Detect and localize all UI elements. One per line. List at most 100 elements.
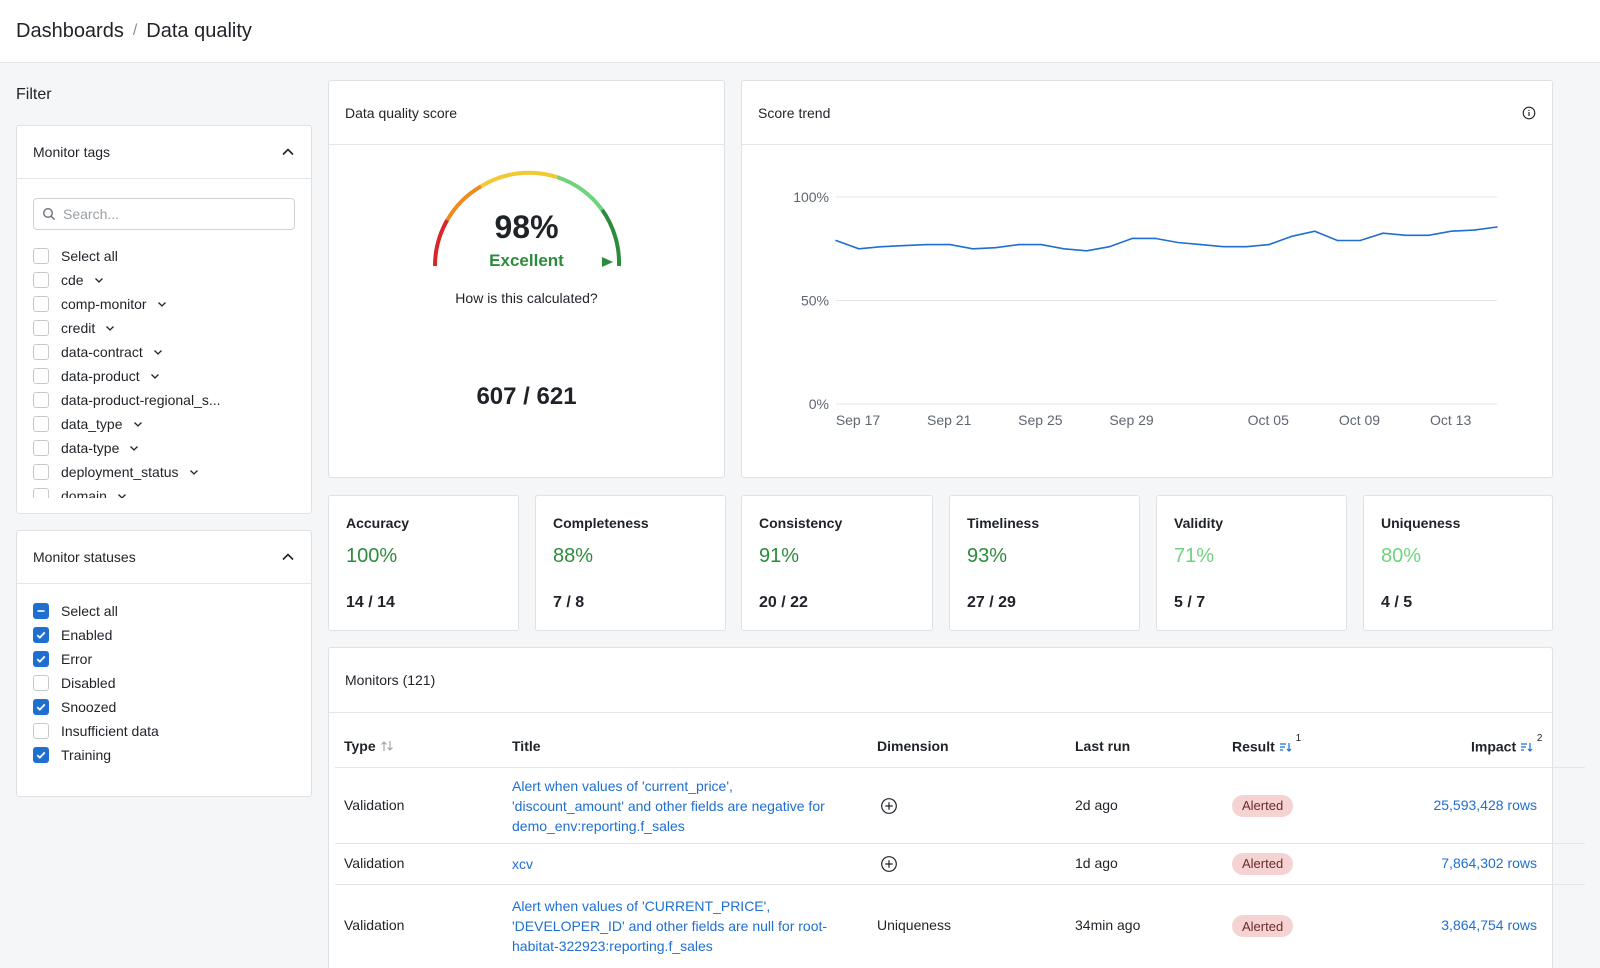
chevron-down-icon[interactable] — [150, 371, 160, 381]
status-option[interactable]: Error — [33, 647, 311, 671]
dimension-card-consistency[interactable]: Consistency 91% 20 / 22 — [741, 495, 933, 631]
row-impact-link[interactable]: 7,864,302 rows — [1441, 854, 1537, 871]
x-tick-label: Sep 21 — [927, 412, 972, 428]
checkbox-checked[interactable] — [33, 627, 49, 643]
status-option[interactable]: Training — [33, 743, 311, 767]
add-dimension-icon[interactable] — [880, 855, 898, 873]
data-point — [1427, 234, 1430, 237]
tag-option[interactable]: Select all — [33, 244, 311, 268]
chevron-up-icon[interactable] — [281, 550, 295, 564]
chevron-down-icon[interactable] — [189, 467, 199, 477]
checkbox[interactable] — [33, 296, 49, 312]
col-impact-header[interactable]: Impact 2 — [1471, 733, 1543, 755]
dimension-card-accuracy[interactable]: Accuracy 100% 14 / 14 — [328, 495, 519, 631]
monitor-title-link[interactable]: Alert when values of 'CURRENT_PRICE', 'DE… — [512, 896, 852, 956]
tag-search-input[interactable] — [63, 206, 283, 222]
checkbox[interactable] — [33, 488, 49, 498]
score-card-header: Data quality score — [329, 81, 724, 145]
dimension-card-timeliness[interactable]: Timeliness 93% 27 / 29 — [949, 495, 1140, 631]
checkbox[interactable] — [33, 675, 49, 691]
dimension-name: Completeness — [553, 515, 649, 531]
dimension-card-uniqueness[interactable]: Uniqueness 80% 4 / 5 — [1363, 495, 1553, 631]
data-point — [903, 244, 906, 247]
dimension-percent: 91% — [759, 545, 800, 567]
checkbox-checked[interactable] — [33, 699, 49, 715]
chevron-down-icon[interactable] — [153, 347, 163, 357]
how-calculated-link[interactable]: How is this calculated? — [455, 290, 598, 306]
chevron-up-icon[interactable] — [281, 145, 295, 159]
chevron-down-icon[interactable] — [117, 491, 127, 498]
row-impact-link[interactable]: 25,593,428 rows — [1433, 796, 1537, 813]
dimension-fraction: 14 / 14 — [346, 594, 395, 611]
tag-option[interactable]: data-product-regional_s... — [33, 388, 311, 412]
monitor-title-line: Alert when values of 'CURRENT_PRICE', — [512, 898, 771, 914]
dimension-card-completeness[interactable]: Completeness 88% 7 / 8 — [535, 495, 726, 631]
checkbox[interactable] — [33, 392, 49, 408]
sort-icon[interactable] — [380, 739, 394, 753]
data-point — [880, 245, 883, 248]
monitor-statuses-header[interactable]: Monitor statuses — [17, 531, 311, 584]
tag-option[interactable]: data-type — [33, 436, 311, 460]
status-list: Select all Enabled Error Disabled Snoozed Ins… — [17, 584, 311, 767]
checkbox[interactable] — [33, 320, 49, 336]
chevron-down-icon[interactable] — [94, 275, 104, 285]
col-result-header[interactable]: Result 1 — [1232, 733, 1302, 755]
dimension-name: Consistency — [759, 515, 843, 531]
data-point — [1199, 243, 1202, 246]
tag-search-box[interactable] — [33, 198, 295, 230]
checkbox[interactable] — [33, 723, 49, 739]
status-badge: Alerted — [1232, 794, 1294, 817]
tag-option[interactable]: data-product — [33, 364, 311, 388]
col-type-header[interactable]: Type — [344, 738, 394, 754]
breadcrumb-dashboards[interactable]: Dashboards — [16, 19, 124, 42]
tag-option[interactable]: credit — [33, 316, 311, 340]
chevron-down-icon[interactable] — [157, 299, 167, 309]
checkbox[interactable] — [33, 272, 49, 288]
checkbox-checked[interactable] — [33, 747, 49, 763]
tag-option[interactable]: data_type — [33, 412, 311, 436]
monitor-tags-header[interactable]: Monitor tags — [17, 126, 311, 179]
monitor-title-link[interactable]: xcv — [512, 854, 852, 874]
checkmark-icon — [36, 751, 46, 759]
sort-desc-icon[interactable] — [1279, 741, 1292, 753]
add-dimension-icon[interactable] — [880, 797, 898, 815]
row-impact-link[interactable]: 3,864,754 rows — [1441, 917, 1537, 933]
score-count: 607 / 621 — [476, 383, 577, 410]
sort-desc-icon[interactable] — [1520, 741, 1533, 753]
tag-option[interactable]: cde — [33, 268, 311, 292]
monitor-title-line: habitat-322923:reporting.f_sales — [512, 938, 713, 954]
checkbox[interactable] — [33, 248, 49, 264]
filter-title: Filter — [16, 86, 52, 103]
tag-option[interactable]: domain — [33, 484, 311, 498]
status-option[interactable]: Snoozed — [33, 695, 311, 719]
monitor-title-link[interactable]: Alert when values of 'current_price', 'di… — [512, 776, 852, 836]
chevron-down-icon[interactable] — [105, 323, 115, 333]
tag-option-label: data-type — [61, 440, 120, 456]
x-tick-label: Sep 29 — [1109, 412, 1154, 428]
checkbox-checked[interactable] — [33, 651, 49, 667]
tag-option[interactable]: comp-monitor — [33, 292, 311, 316]
checkbox[interactable] — [33, 464, 49, 480]
status-option[interactable]: Select all — [33, 599, 311, 623]
chevron-down-icon[interactable] — [129, 443, 139, 453]
checkbox[interactable] — [33, 416, 49, 432]
top-bar: Dashboards / Data quality — [0, 0, 1600, 63]
gauge-arc — [432, 170, 622, 267]
checkbox[interactable] — [33, 344, 49, 360]
dimension-card-validity[interactable]: Validity 71% 5 / 7 — [1156, 495, 1347, 631]
tag-option[interactable]: data-contract — [33, 340, 311, 364]
checkbox-indeterminate[interactable] — [33, 603, 49, 619]
checkbox[interactable] — [33, 440, 49, 456]
col-title-header: Title — [512, 738, 541, 754]
chevron-down-icon[interactable] — [133, 419, 143, 429]
tag-option[interactable]: deployment_status — [33, 460, 311, 484]
checkbox[interactable] — [33, 368, 49, 384]
tag-option-label: Select all — [61, 248, 118, 264]
status-option[interactable]: Enabled — [33, 623, 311, 647]
status-option[interactable]: Insufficient data — [33, 719, 311, 743]
monitor-tags-panel: Monitor tags Select all cde comp-monitor cr… — [16, 125, 312, 514]
status-option-label: Disabled — [61, 675, 116, 691]
status-option[interactable]: Disabled — [33, 671, 311, 695]
row-dimension: Uniqueness — [877, 917, 951, 933]
info-icon[interactable] — [1522, 106, 1536, 120]
